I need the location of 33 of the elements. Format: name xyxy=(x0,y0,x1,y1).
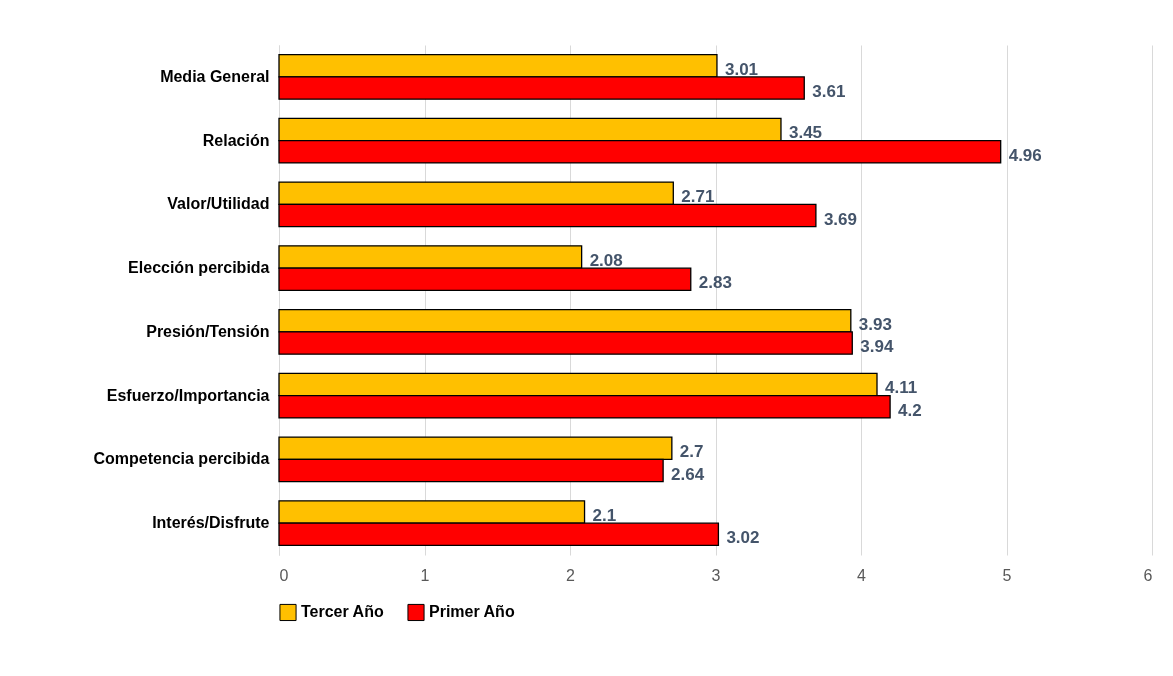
data-label: 2.64 xyxy=(671,464,705,484)
y-tick-label: Relación xyxy=(202,131,270,149)
x-tick-label: 1 xyxy=(420,566,430,584)
data-label: 2.71 xyxy=(681,187,715,207)
data-label: 2.08 xyxy=(589,250,623,270)
y-tick-label: Competencia percibida xyxy=(93,450,270,468)
data-label: 4.2 xyxy=(898,400,922,420)
data-label: 4.11 xyxy=(885,378,918,398)
y-tick-label: Media General xyxy=(160,67,270,85)
legend-label: Primer Año xyxy=(429,603,515,621)
data-label: 2.83 xyxy=(698,273,732,293)
legend-label: Tercer Año xyxy=(301,603,384,621)
x-tick-label: 6 xyxy=(1143,566,1153,584)
data-label: 4.96 xyxy=(1008,145,1042,165)
data-label: 3.45 xyxy=(788,123,823,143)
data-label: 2.7 xyxy=(679,442,704,462)
y-tick-label: Valor/Utilidad xyxy=(167,195,270,213)
data-label: 3.01 xyxy=(724,59,759,79)
x-tick-label: 3 xyxy=(711,566,721,584)
x-tick-label: 2 xyxy=(566,566,576,584)
data-label: 3.61 xyxy=(812,82,846,102)
data-label: 3.02 xyxy=(726,528,760,548)
y-tick-label: Interés/Disfrute xyxy=(152,514,270,532)
x-tick-label: 0 xyxy=(279,566,289,584)
y-tick-label: Presión/Tensión xyxy=(146,322,270,340)
data-label: 2.1 xyxy=(592,505,617,525)
data-label: 3.94 xyxy=(860,337,894,357)
x-tick-label: 5 xyxy=(1002,566,1012,584)
data-label: 3.69 xyxy=(823,209,857,229)
x-tick-label: 4 xyxy=(857,566,867,584)
y-tick-label: Elección percibida xyxy=(128,259,270,277)
y-tick-label: Esfuerzo/Importancia xyxy=(106,386,270,404)
data-label: 3.93 xyxy=(858,314,892,334)
